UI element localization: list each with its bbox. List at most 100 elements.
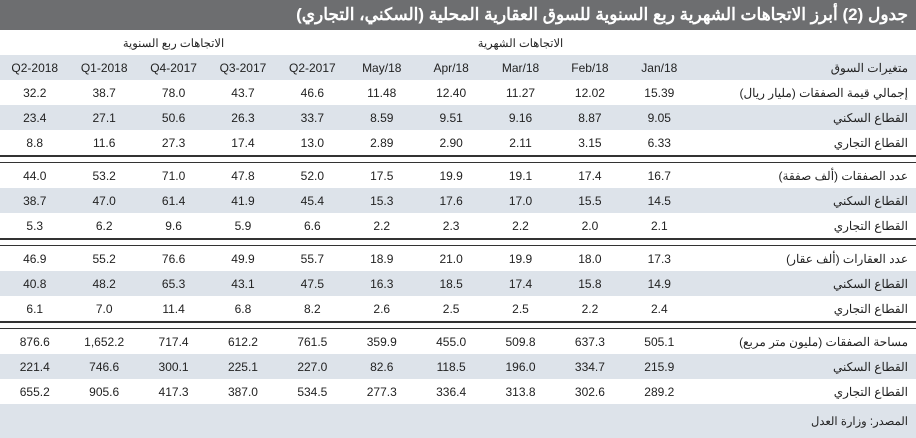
table-cell: 2.5 [442,301,460,316]
table-cell: 41.9 [208,188,278,213]
table-cell: 46.6 [300,85,325,100]
table-cell: 47.5 [277,271,348,296]
table-cell: 46.9 [23,251,47,266]
table-cell: 21.0 [439,251,463,266]
table-title: جدول (2) أبرز الاتجاهات الشهرية ربع السن… [0,0,916,30]
table-cell: 44.0 [23,168,47,183]
table-cell: 17.4 [485,271,556,296]
table-cell: 14.9 [624,271,694,296]
table-cell: 47.0 [69,188,139,213]
table-cell: 11.4 [162,301,185,316]
table-cell: 225.1 [208,354,278,379]
row-label: القطاع التجاري [833,135,908,150]
group-divider [0,155,916,163]
table-row: عدد الصفقات (ألف صفقة) 16.7 17.4 19.1 19.9 17… [0,163,916,189]
row-label: القطاع التجاري [833,384,908,399]
table-cell: 313.8 [505,384,536,399]
table-cell: 505.1 [644,334,675,349]
table-cell: 8.2 [304,301,321,316]
table-cell: 387.0 [227,384,258,399]
row-label: عدد العقارات (ألف عقار) [786,251,908,266]
table-cell: 45.4 [277,188,348,213]
table-cell: 534.5 [297,384,328,399]
column-header: Apr/18 [416,55,486,80]
table-cell: 43.7 [231,85,255,100]
table-cell: 8.59 [347,105,417,130]
table-cell: 6.33 [647,135,671,150]
table-cell: 18.5 [416,271,486,296]
table-cell: 52.0 [300,168,325,183]
table-cell: 14.5 [624,188,694,213]
column-header: Jan/18 [624,55,694,80]
monthly-trends-header: الاتجاهات الشهرية [477,37,564,50]
table-cell: 18.0 [578,251,602,266]
table-cell: 17.5 [370,168,394,183]
row-label: القطاع التجاري [833,218,908,233]
table-cell: 746.6 [69,354,139,379]
table-cell: 17.0 [485,188,556,213]
table-cell: 32.2 [23,85,47,100]
column-header: Feb/18 [555,55,625,80]
table-cell: 9.16 [485,105,556,130]
table-cell: 19.9 [439,168,463,183]
table-cell: 118.5 [416,354,486,379]
table-cell: 2.11 [509,135,532,150]
group-header-row: الاتجاهات الشهرية الاتجاهات ربع السنوية [0,30,916,55]
table-cell: 12.40 [436,85,467,100]
table-cell: 61.4 [138,188,209,213]
table-cell: 38.7 [92,85,116,100]
table-cell: 6.1 [26,301,44,316]
table-cell: 3.15 [578,135,602,150]
table-cell: 6.2 [95,218,113,233]
row-label: القطاع السكني [694,271,916,296]
table-cell: 53.2 [92,168,116,183]
table-cell: 612.2 [227,334,258,349]
table-cell: 2.89 [370,135,394,150]
table-cell: 11.27 [505,85,536,100]
table-cell: 12.02 [574,85,605,100]
table-cell: 289.2 [644,384,675,399]
row-label: القطاع السكني [694,105,916,130]
quarterly-trends-header: الاتجاهات ربع السنوية [122,37,225,50]
table-row: القطاع السكني 215.9 334.7 196.0 118.5 82.6 227… [0,354,916,379]
table-cell: 17.4 [231,135,255,150]
table-cell: 227.0 [277,354,348,379]
table-cell: 196.0 [485,354,556,379]
table-cell: 65.3 [138,271,209,296]
row-label: القطاع السكني [694,188,916,213]
table-cell: 55.7 [300,251,325,266]
table-cell: 11.6 [92,135,116,150]
table-cell: 2.1 [650,218,668,233]
table-cell: 6.6 [304,218,321,233]
table-cell: 509.8 [505,334,536,349]
column-header: 2017-Q3 [208,55,278,80]
table-row: القطاع السكني 14.5 15.5 17.0 17.6 15.3 45.4 41.… [0,188,916,213]
table-cell: 277.3 [366,384,397,399]
table-cell: 17.4 [578,168,602,183]
table-cell: 302.6 [574,384,605,399]
column-header: 2018-Q2 [0,55,70,80]
column-header: 2017-Q2 [277,55,348,80]
table-cell: 300.1 [138,354,209,379]
table-cell: 49.9 [231,251,255,266]
group-divider [0,238,916,246]
table-cell: 15.39 [644,85,675,100]
row-label: مساحة الصفقات (مليون متر مربع) [739,334,908,349]
table-cell: 2.0 [581,218,599,233]
table-cell: 2.5 [512,301,529,316]
table-row: إجمالي قيمة الصفقات (مليار ريال) 15.39 12.… [0,80,916,105]
table-cell: 17.3 [647,251,671,266]
table-cell: 637.3 [574,334,605,349]
table-cell: 215.9 [624,354,694,379]
table-cell: 1,652.2 [84,334,125,349]
table-cell: 359.9 [366,334,397,349]
table-row: مساحة الصفقات (مليون متر مربع) 505.1 637.3… [0,329,916,355]
table-cell: 50.6 [138,105,209,130]
column-header: 2017-Q4 [138,55,209,80]
table-cell: 15.3 [347,188,417,213]
column-header: 2018-Q1 [69,55,139,80]
column-header: Mar/18 [485,55,556,80]
table-cell: 43.1 [208,271,278,296]
table-cell: 48.2 [69,271,139,296]
row-label: القطاع السكني [694,354,916,379]
